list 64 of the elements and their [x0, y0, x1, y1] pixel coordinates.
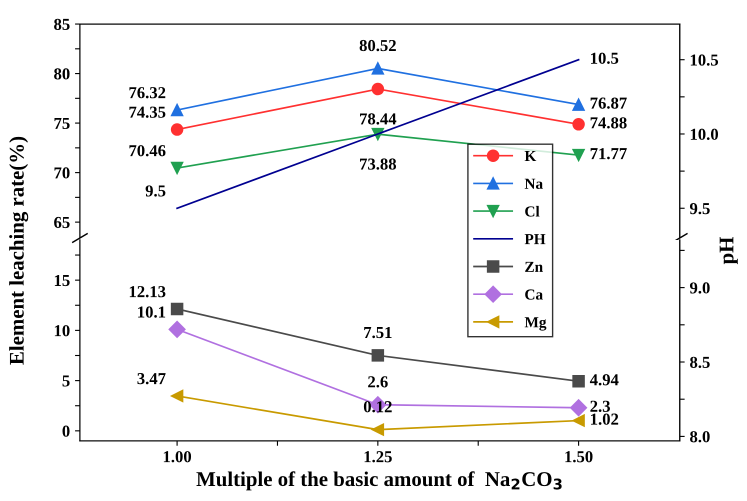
data-label: 3.47 [137, 373, 166, 384]
data-label: 73.88 [360, 158, 396, 170]
data-label: 4.94 [590, 374, 619, 386]
x-tick-label: 1.50 [565, 451, 593, 462]
point [170, 390, 184, 402]
legend-label: Zn [525, 262, 543, 272]
point [572, 118, 585, 131]
point [170, 104, 184, 116]
y2-axis-title: pH [720, 236, 738, 264]
point [572, 98, 585, 111]
legend-label: K [524, 151, 536, 162]
y-tick-label: 75 [54, 118, 70, 130]
data-label: 10.5 [591, 52, 618, 64]
data-label: 0.12 [364, 401, 392, 412]
data-label: 10.1 [138, 306, 166, 318]
y2-tick-label: 10.5 [690, 54, 718, 66]
y-tick-label: 5 [62, 375, 70, 387]
data-label: 9.5 [146, 185, 166, 197]
legend-label: PH [524, 234, 546, 244]
x-tick-label: 1.25 [364, 451, 392, 462]
data-label: 7.51 [364, 326, 392, 338]
y2-tick-label: 8.5 [690, 356, 710, 368]
legend-label: Cl [525, 206, 540, 217]
point [570, 399, 588, 416]
y-tick-label: 70 [54, 167, 70, 179]
x-tick-label: 1.00 [164, 451, 192, 462]
point [168, 320, 186, 338]
data-label: 71.77 [590, 148, 627, 160]
data-label: 80.52 [360, 40, 396, 52]
data-label: 74.88 [590, 117, 627, 129]
data-label: 76.32 [129, 87, 166, 98]
x-axis-title: Multiple of the basic amount of Na$_{2}$CO$_{3}$ [196, 471, 562, 490]
data-label: 78.44 [360, 113, 396, 125]
y-tick-label: 65 [54, 216, 70, 228]
point [572, 374, 585, 388]
y2-tick-label: 8.0 [690, 431, 710, 442]
data-label: 2.6 [368, 376, 388, 388]
legend-label: Na [524, 178, 543, 189]
y-tick-label: 85 [54, 18, 70, 30]
y-axis-title: Element leaching rate(%) [9, 136, 28, 365]
data-label: 76.87 [590, 97, 627, 109]
y-tick-label: 10 [54, 325, 70, 336]
legend-label: Mg [524, 317, 546, 331]
y2-tick-label: 10.0 [690, 128, 718, 140]
point [372, 62, 384, 75]
point [372, 423, 384, 436]
point [170, 162, 184, 174]
data-label: 70.46 [129, 145, 166, 156]
point [170, 302, 184, 316]
y-tick-label: 0 [62, 426, 70, 437]
point [170, 123, 184, 136]
point [572, 148, 585, 162]
point [572, 414, 585, 427]
y2-tick-label: 9.5 [690, 203, 710, 214]
data-label: 12.13 [130, 286, 166, 298]
y2-tick-label: 9.0 [690, 282, 710, 294]
legend-label: Ca [525, 289, 543, 300]
point [372, 82, 384, 96]
data-label: 74.35 [129, 106, 166, 118]
y-tick-label: 80 [54, 68, 70, 80]
y-tick-label: 15 [54, 274, 70, 286]
data-label: 2.3 [590, 400, 610, 412]
point [372, 349, 384, 362]
data-label: 1.02 [591, 414, 618, 425]
